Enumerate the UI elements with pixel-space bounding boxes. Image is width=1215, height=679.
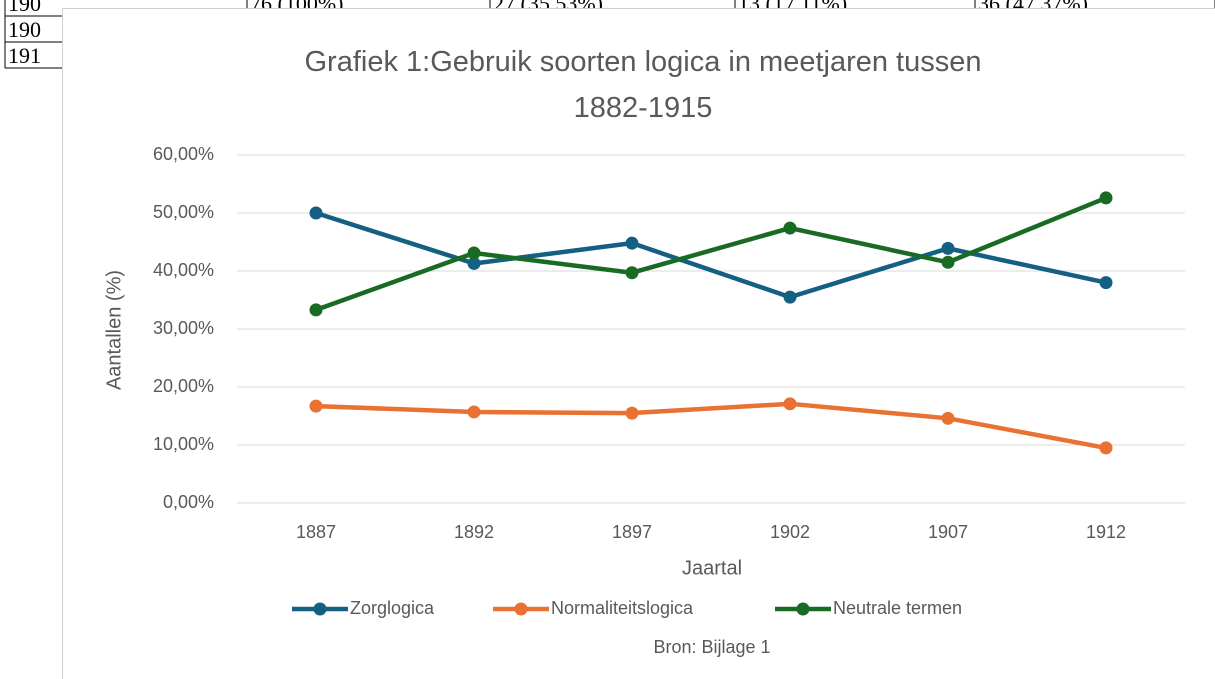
legend-label: Neutrale termen (833, 598, 962, 618)
x-axis-label: Jaartal (682, 557, 742, 579)
y-tick-label: 20,00% (153, 376, 214, 396)
data-point (783, 290, 797, 304)
x-tick-label: 1902 (770, 522, 810, 542)
y-tick-label: 60,00% (153, 144, 214, 164)
legend-marker (796, 602, 810, 616)
x-tick-label: 1897 (612, 522, 652, 542)
x-tick-label: 1887 (296, 522, 336, 542)
data-point (309, 399, 323, 413)
data-point (625, 406, 639, 420)
series-line (315, 195, 1107, 312)
data-point (625, 236, 639, 250)
chart-title: Grafiek 1:Gebruik soorten logica in meet… (304, 46, 982, 124)
data-point (1099, 441, 1113, 455)
table-cell: 191 (8, 43, 41, 68)
x-tick-label: 1907 (928, 522, 968, 542)
data-point (467, 246, 481, 260)
series-line (315, 401, 1107, 451)
legend-marker (313, 602, 327, 616)
x-tick-label: 1912 (1086, 522, 1126, 542)
table-cell: 190 (8, 17, 41, 42)
data-point (783, 221, 797, 235)
legend-label: Zorglogica (350, 598, 435, 618)
data-point (941, 255, 955, 269)
y-tick-label: 0,00% (163, 492, 214, 512)
y-tick-label: 10,00% (153, 434, 214, 454)
legend-marker (514, 602, 528, 616)
legend-label: Normaliteitslogica (551, 598, 694, 618)
data-point (309, 303, 323, 317)
x-tick-label: 1892 (454, 522, 494, 542)
data-point (941, 241, 955, 255)
data-point (941, 411, 955, 425)
y-tick-label: 50,00% (153, 202, 214, 222)
y-tick-label: 40,00% (153, 260, 214, 280)
y-axis-label: Aantallen (%) (103, 270, 125, 390)
data-point (467, 405, 481, 419)
series-line (315, 210, 1107, 300)
data-point (309, 206, 323, 220)
chart-box: Grafiek 1:Gebruik soorten logica in meet… (62, 8, 1215, 679)
data-point (625, 266, 639, 280)
data-point (1099, 191, 1113, 205)
data-point (1099, 276, 1113, 290)
data-point (783, 397, 797, 411)
source-note: Bron: Bijlage 1 (653, 637, 770, 657)
data-point (467, 256, 481, 270)
y-tick-label: 30,00% (153, 318, 214, 338)
table-cell: 190 (8, 0, 41, 16)
